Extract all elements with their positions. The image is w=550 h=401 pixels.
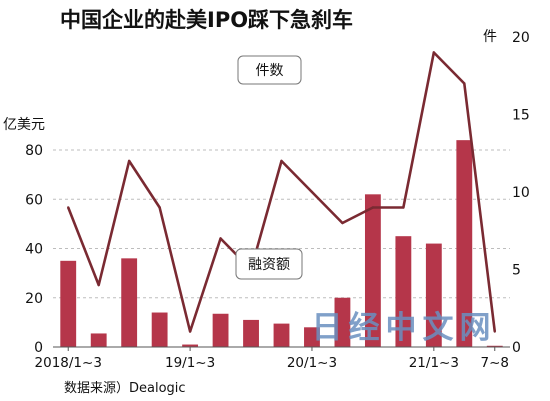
x-tick-label: 2018/1~3 bbox=[35, 355, 102, 371]
line-point bbox=[67, 206, 70, 209]
chart-title: 中国企业的赴美IPO踩下急刹车 bbox=[60, 8, 353, 32]
line-point bbox=[310, 190, 314, 194]
legend-line-text: 件数 bbox=[256, 63, 284, 79]
bar-series bbox=[60, 140, 503, 347]
line-point bbox=[158, 206, 161, 209]
bar bbox=[121, 258, 138, 347]
bar bbox=[90, 333, 107, 347]
bar bbox=[456, 140, 473, 347]
legend-bar-text: 融资额 bbox=[248, 257, 290, 273]
line-point bbox=[402, 206, 405, 209]
bar bbox=[334, 297, 351, 347]
bar bbox=[151, 312, 168, 347]
right-tick-label: 20 bbox=[512, 30, 530, 46]
x-tick-label: 20/1~3 bbox=[287, 355, 337, 371]
right-tick-label: 5 bbox=[512, 263, 521, 279]
line-point bbox=[341, 221, 344, 225]
line-point bbox=[463, 82, 466, 85]
x-tick-label: 7~8 bbox=[481, 355, 510, 371]
right-tick-label: 15 bbox=[512, 108, 530, 124]
legend-line-label: 件数 bbox=[237, 55, 302, 85]
right-tick-label: 0 bbox=[512, 340, 521, 356]
x-tick-label: 19/1~3 bbox=[165, 355, 215, 371]
bar bbox=[395, 236, 412, 347]
bar bbox=[364, 194, 381, 347]
left-tick-label: 80 bbox=[25, 143, 43, 159]
bar bbox=[425, 243, 442, 347]
left-tick-label: 20 bbox=[25, 291, 43, 307]
line-point bbox=[219, 237, 222, 240]
bar bbox=[486, 345, 503, 347]
source-note: 数据来源）Dealogic bbox=[64, 381, 186, 396]
bar bbox=[273, 323, 290, 347]
bar bbox=[243, 319, 259, 347]
watermark: 日经中文网 bbox=[312, 310, 497, 346]
left-axis-ticks: 0 20 40 60 80 bbox=[25, 143, 43, 356]
line-point bbox=[371, 206, 375, 209]
bar bbox=[182, 344, 199, 347]
line-point bbox=[97, 283, 100, 287]
bar bbox=[304, 327, 320, 347]
right-tick-label: 10 bbox=[512, 185, 530, 201]
left-tick-label: 40 bbox=[25, 242, 43, 258]
right-axis-unit: 件 bbox=[483, 29, 497, 45]
x-axis-ticks: 2018/1~3 19/1~3 20/1~3 21/1~3 7~8 bbox=[35, 347, 509, 371]
left-tick-label: 60 bbox=[25, 192, 43, 208]
line-point bbox=[127, 159, 131, 163]
left-axis-unit: 亿美元 bbox=[3, 117, 45, 133]
line-point bbox=[280, 159, 283, 163]
right-axis-ticks: 0 5 10 15 20 bbox=[512, 30, 530, 356]
line-point bbox=[432, 51, 436, 54]
line-point bbox=[493, 330, 496, 333]
left-tick-label: 0 bbox=[34, 340, 43, 356]
x-tick-label: 21/1~3 bbox=[409, 355, 459, 371]
legend-bar-label: 融资额 bbox=[235, 248, 303, 280]
bar bbox=[212, 313, 229, 347]
bar bbox=[60, 260, 77, 347]
line-point bbox=[188, 330, 192, 333]
